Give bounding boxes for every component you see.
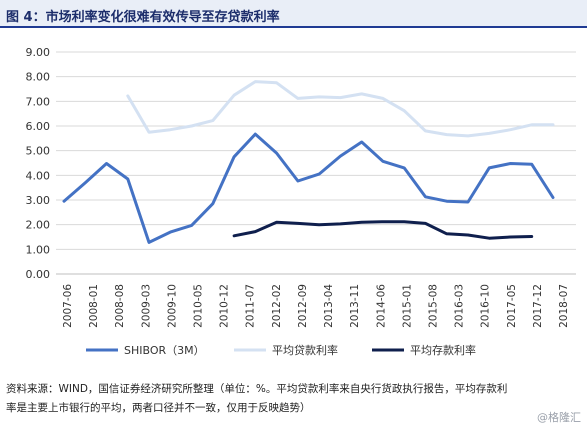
x-tick-label: 2012-02 [271,284,283,328]
line-chart: 0.00 1.00 2.00 3.00 4.00 5.00 6.00 7.00 8.00 9.00… [26,46,576,357]
x-tick-label: 2009-03 [140,284,152,328]
x-tick-label: 2015-08 [427,284,439,328]
x-tick-label: 2009-10 [166,284,178,328]
y-tick-label: 9.00 [26,46,51,59]
x-tick-label: 2018-07 [558,284,570,328]
y-tick-label: 3.00 [26,194,51,207]
x-tick-label: 2013-11 [349,284,361,328]
x-tick-label: 2010-12 [219,284,231,328]
y-tick-label: 5.00 [26,145,51,158]
legend-label: 平均贷款利率 [272,343,338,357]
legend-label: SHIBOR（3M） [124,344,205,357]
x-tick-label: 2014-06 [375,284,387,328]
x-tick-label: 2016-03 [454,284,466,328]
watermark: @格隆汇 [537,411,581,424]
series-line-1 [62,132,555,244]
series-line-2 [126,80,555,138]
series-line-3 [232,220,534,240]
x-tick-label: 2017-05 [506,284,518,328]
x-tick-label: 2015-01 [401,284,413,328]
x-tick-label: 2011-07 [245,284,257,328]
source-line-2: 率是主要上市银行的平均，两者口径并不一致，仅用于反映趋势） [6,402,311,414]
y-tick-label: 1.00 [26,243,51,256]
legend-label: 平均存款利率 [410,343,476,357]
y-tick-label: 6.00 [26,120,51,133]
x-tick-label: 2010-05 [193,284,205,328]
figure-title-bar: 图 4：市场利率变化很难有效传导至存贷款利率 [0,0,587,28]
x-tick-label: 2008-08 [114,284,126,328]
x-tick-label: 2016-10 [480,284,492,328]
source-note: 资料来源：WIND，国信证券经济研究所整理（单位：%。平均贷款利率来自央行货政执… [6,380,581,418]
figure-title: 图 4：市场利率变化很难有效传导至存贷款利率 [6,10,280,25]
x-tick-label: 2012-09 [297,284,309,328]
x-tick-label: 2017-12 [532,284,544,328]
y-tick-label: 8.00 [26,71,51,84]
x-tick-label: 2007-06 [62,284,74,328]
x-tick-label: 2013-04 [323,284,335,328]
y-tick-label: 0.00 [26,268,51,281]
y-tick-label: 4.00 [26,169,51,182]
y-tick-label: 7.00 [26,95,51,108]
y-tick-label: 2.00 [26,219,51,232]
source-line-1: 资料来源：WIND，国信证券经济研究所整理（单位：%。平均贷款利率来自央行货政执… [6,383,508,395]
x-tick-label: 2008-01 [88,284,100,328]
